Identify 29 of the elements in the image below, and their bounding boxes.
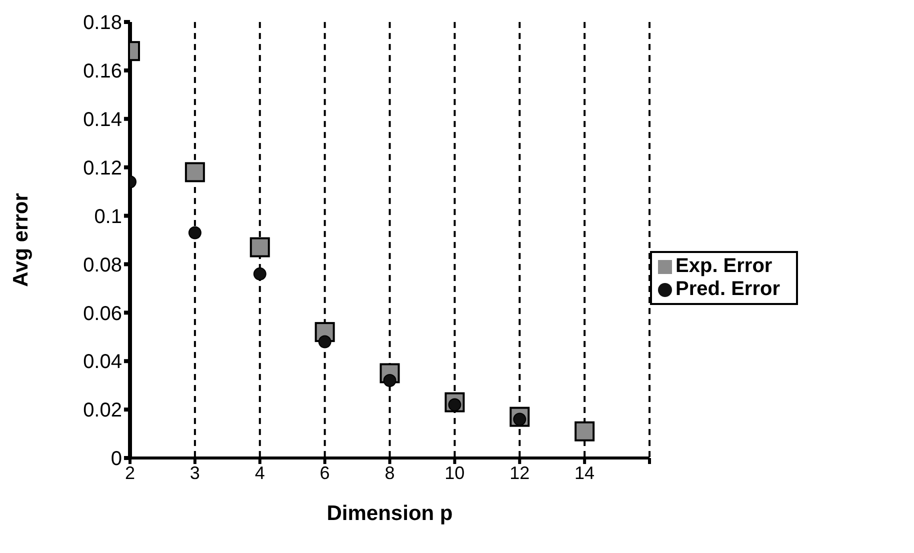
x-tick-label: 14 xyxy=(574,462,595,483)
x-tick-label: 12 xyxy=(510,462,530,483)
x-axis-title: Dimension p xyxy=(326,502,453,525)
x-tick-label: 10 xyxy=(444,462,465,483)
y-tick-label: 0.12 xyxy=(83,157,122,180)
y-axis-title: Avg error xyxy=(9,193,32,287)
legend-label: Pred. Error xyxy=(676,278,780,300)
y-tick-label: 0.06 xyxy=(83,302,122,325)
point xyxy=(184,162,205,182)
x-tick-label: 6 xyxy=(320,462,330,483)
point xyxy=(250,237,270,258)
legend-label: Exp. Error xyxy=(676,255,772,277)
y-tick-label: 0.04 xyxy=(83,351,122,374)
point xyxy=(253,267,266,280)
x-tick-label: 8 xyxy=(384,462,395,483)
y-tick-label: 0.14 xyxy=(83,108,122,131)
point xyxy=(188,226,202,240)
x-tick-label: 2 xyxy=(124,462,136,483)
y-tick-label: 0.16 xyxy=(83,60,122,83)
y-tick-label: 0.1 xyxy=(94,206,122,228)
point xyxy=(383,374,396,387)
y-tick-label: 0.18 xyxy=(83,12,122,34)
y-tick-label: 0 xyxy=(110,448,122,470)
y-tick-label: 0.08 xyxy=(83,254,122,276)
point xyxy=(318,335,332,348)
point xyxy=(574,421,595,442)
x-tick-label: 4 xyxy=(254,462,265,483)
y-tick-label: 0.02 xyxy=(83,400,122,422)
x-tick-label: 3 xyxy=(190,462,200,483)
